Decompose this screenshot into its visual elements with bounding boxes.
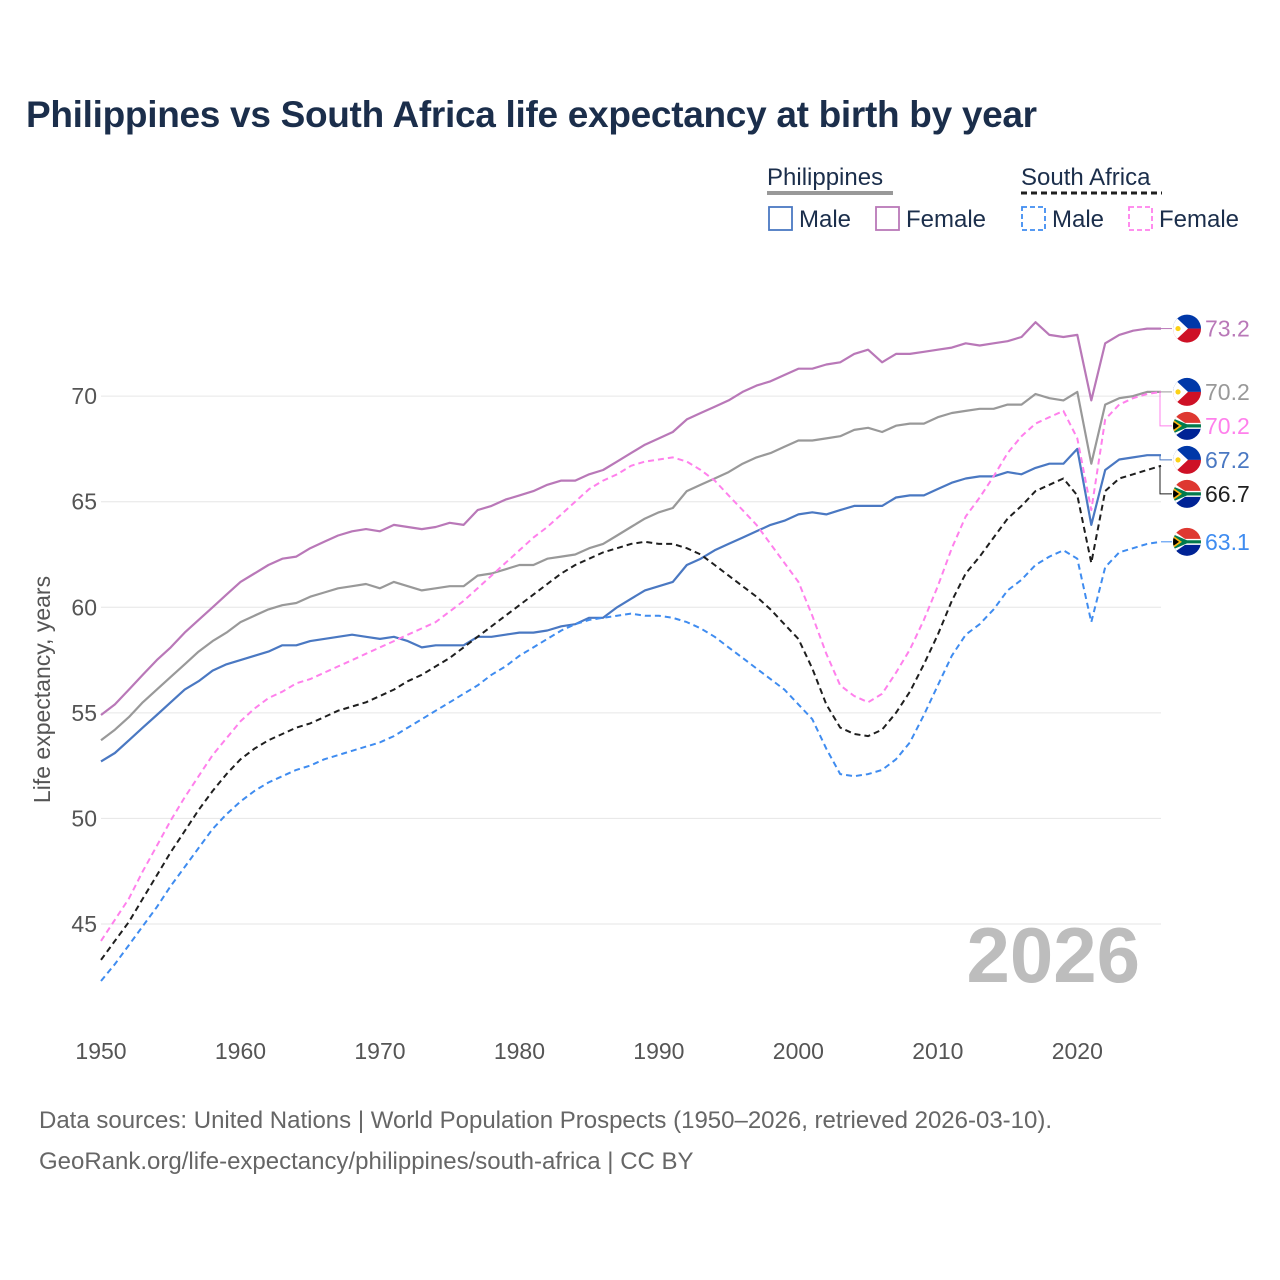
flag-philippines-philippines-male-sun xyxy=(1175,457,1181,463)
legend-label-philippines-female: Female xyxy=(906,206,986,233)
flag-philippines-philippines-total-sun xyxy=(1175,389,1181,395)
flag-philippines-philippines-total xyxy=(1173,377,1201,406)
flag-philippines-philippines-male xyxy=(1173,445,1201,474)
end-label-philippines-female: 73.2 xyxy=(1205,316,1250,342)
x-tick-label-2000: 2000 xyxy=(773,1038,824,1064)
x-tick-label-1980: 1980 xyxy=(494,1038,545,1064)
x-tick-label-2010: 2010 xyxy=(912,1038,963,1064)
source-line-2: GeoRank.org/life-expectancy/philippines/… xyxy=(39,1148,694,1175)
series-line-south-africa-total xyxy=(100,464,1162,961)
y-tick-label-65: 65 xyxy=(71,489,97,515)
end-label-south-africa-male: 63.1 xyxy=(1205,529,1250,555)
y-tick-label-50: 50 xyxy=(71,805,97,831)
x-tick-label-2020: 2020 xyxy=(1052,1038,1103,1064)
legend-swatch-philippines-male xyxy=(768,206,793,231)
flag-south-africa-south-africa-total xyxy=(1173,479,1201,508)
legend: Philippines South Africa Male Female Male Fem… xyxy=(767,164,1239,233)
legend-swatch-philippines-female xyxy=(875,206,900,231)
flag-south-africa-south-africa-female-green-band xyxy=(1173,417,1201,434)
series-line-philippines-male xyxy=(100,447,1161,763)
end-connector-south-africa-total xyxy=(1159,465,1172,495)
legend-group-philippines: Philippines xyxy=(767,164,883,191)
legend-group-south-africa: South Africa xyxy=(1021,164,1151,191)
flag-south-africa-south-africa-female xyxy=(1173,411,1201,440)
flag-philippines-philippines-female-sun xyxy=(1175,325,1181,332)
series-line-philippines-female xyxy=(100,321,1161,716)
end-label-philippines-male: 67.2 xyxy=(1205,447,1250,473)
legend-swatch-south-africa-female xyxy=(1128,206,1153,231)
series-line-south-africa-male xyxy=(100,540,1162,982)
legend-label-philippines-male: Male xyxy=(799,206,851,233)
series-line-south-africa-female xyxy=(100,390,1162,942)
x-tick-label-1960: 1960 xyxy=(215,1038,266,1064)
year-watermark: 2026 xyxy=(966,911,1140,999)
legend-label-south-africa-male: Male xyxy=(1052,206,1104,233)
grid-lines xyxy=(101,395,1161,925)
end-label-south-africa-female: 70.2 xyxy=(1205,413,1250,439)
y-axis-label: Life expectancy, years xyxy=(29,576,55,803)
x-tick-label-1990: 1990 xyxy=(633,1038,684,1064)
x-tick-label-1950: 1950 xyxy=(75,1038,126,1064)
source-line-1: Data sources: United Nations | World Pop… xyxy=(39,1107,1053,1134)
flag-philippines-philippines-female xyxy=(1173,314,1201,343)
y-tick-label-55: 55 xyxy=(71,700,97,726)
flag-south-africa-south-africa-total-green-band xyxy=(1173,485,1201,502)
y-tick-label-45: 45 xyxy=(71,911,97,937)
end-label-philippines-total: 70.2 xyxy=(1205,379,1250,405)
end-connector-south-africa-female xyxy=(1159,391,1172,427)
flag-south-africa-south-africa-total-black xyxy=(1173,488,1179,499)
chart-title: Philippines vs South Africa life expecta… xyxy=(26,94,1037,135)
flag-south-africa-south-africa-male-green-band xyxy=(1173,533,1201,550)
x-tick-label-1970: 1970 xyxy=(354,1038,405,1064)
legend-label-south-africa-female: Female xyxy=(1159,206,1239,233)
y-tick-label-60: 60 xyxy=(71,594,97,620)
end-labels: 73.2 70.2 70.2 67.2 66.7 63.1 xyxy=(1159,316,1250,555)
flag-south-africa-south-africa-female-black xyxy=(1173,420,1179,431)
series-lines xyxy=(100,321,1162,982)
legend-swatch-south-africa-male xyxy=(1021,206,1046,231)
end-connector-philippines-male xyxy=(1159,454,1172,461)
end-label-south-africa-total: 66.7 xyxy=(1205,481,1250,507)
series-line-philippines-total xyxy=(100,390,1161,742)
flag-south-africa-south-africa-male-black xyxy=(1173,536,1179,547)
y-tick-label-70: 70 xyxy=(71,383,97,409)
flag-south-africa-south-africa-male xyxy=(1173,527,1201,556)
